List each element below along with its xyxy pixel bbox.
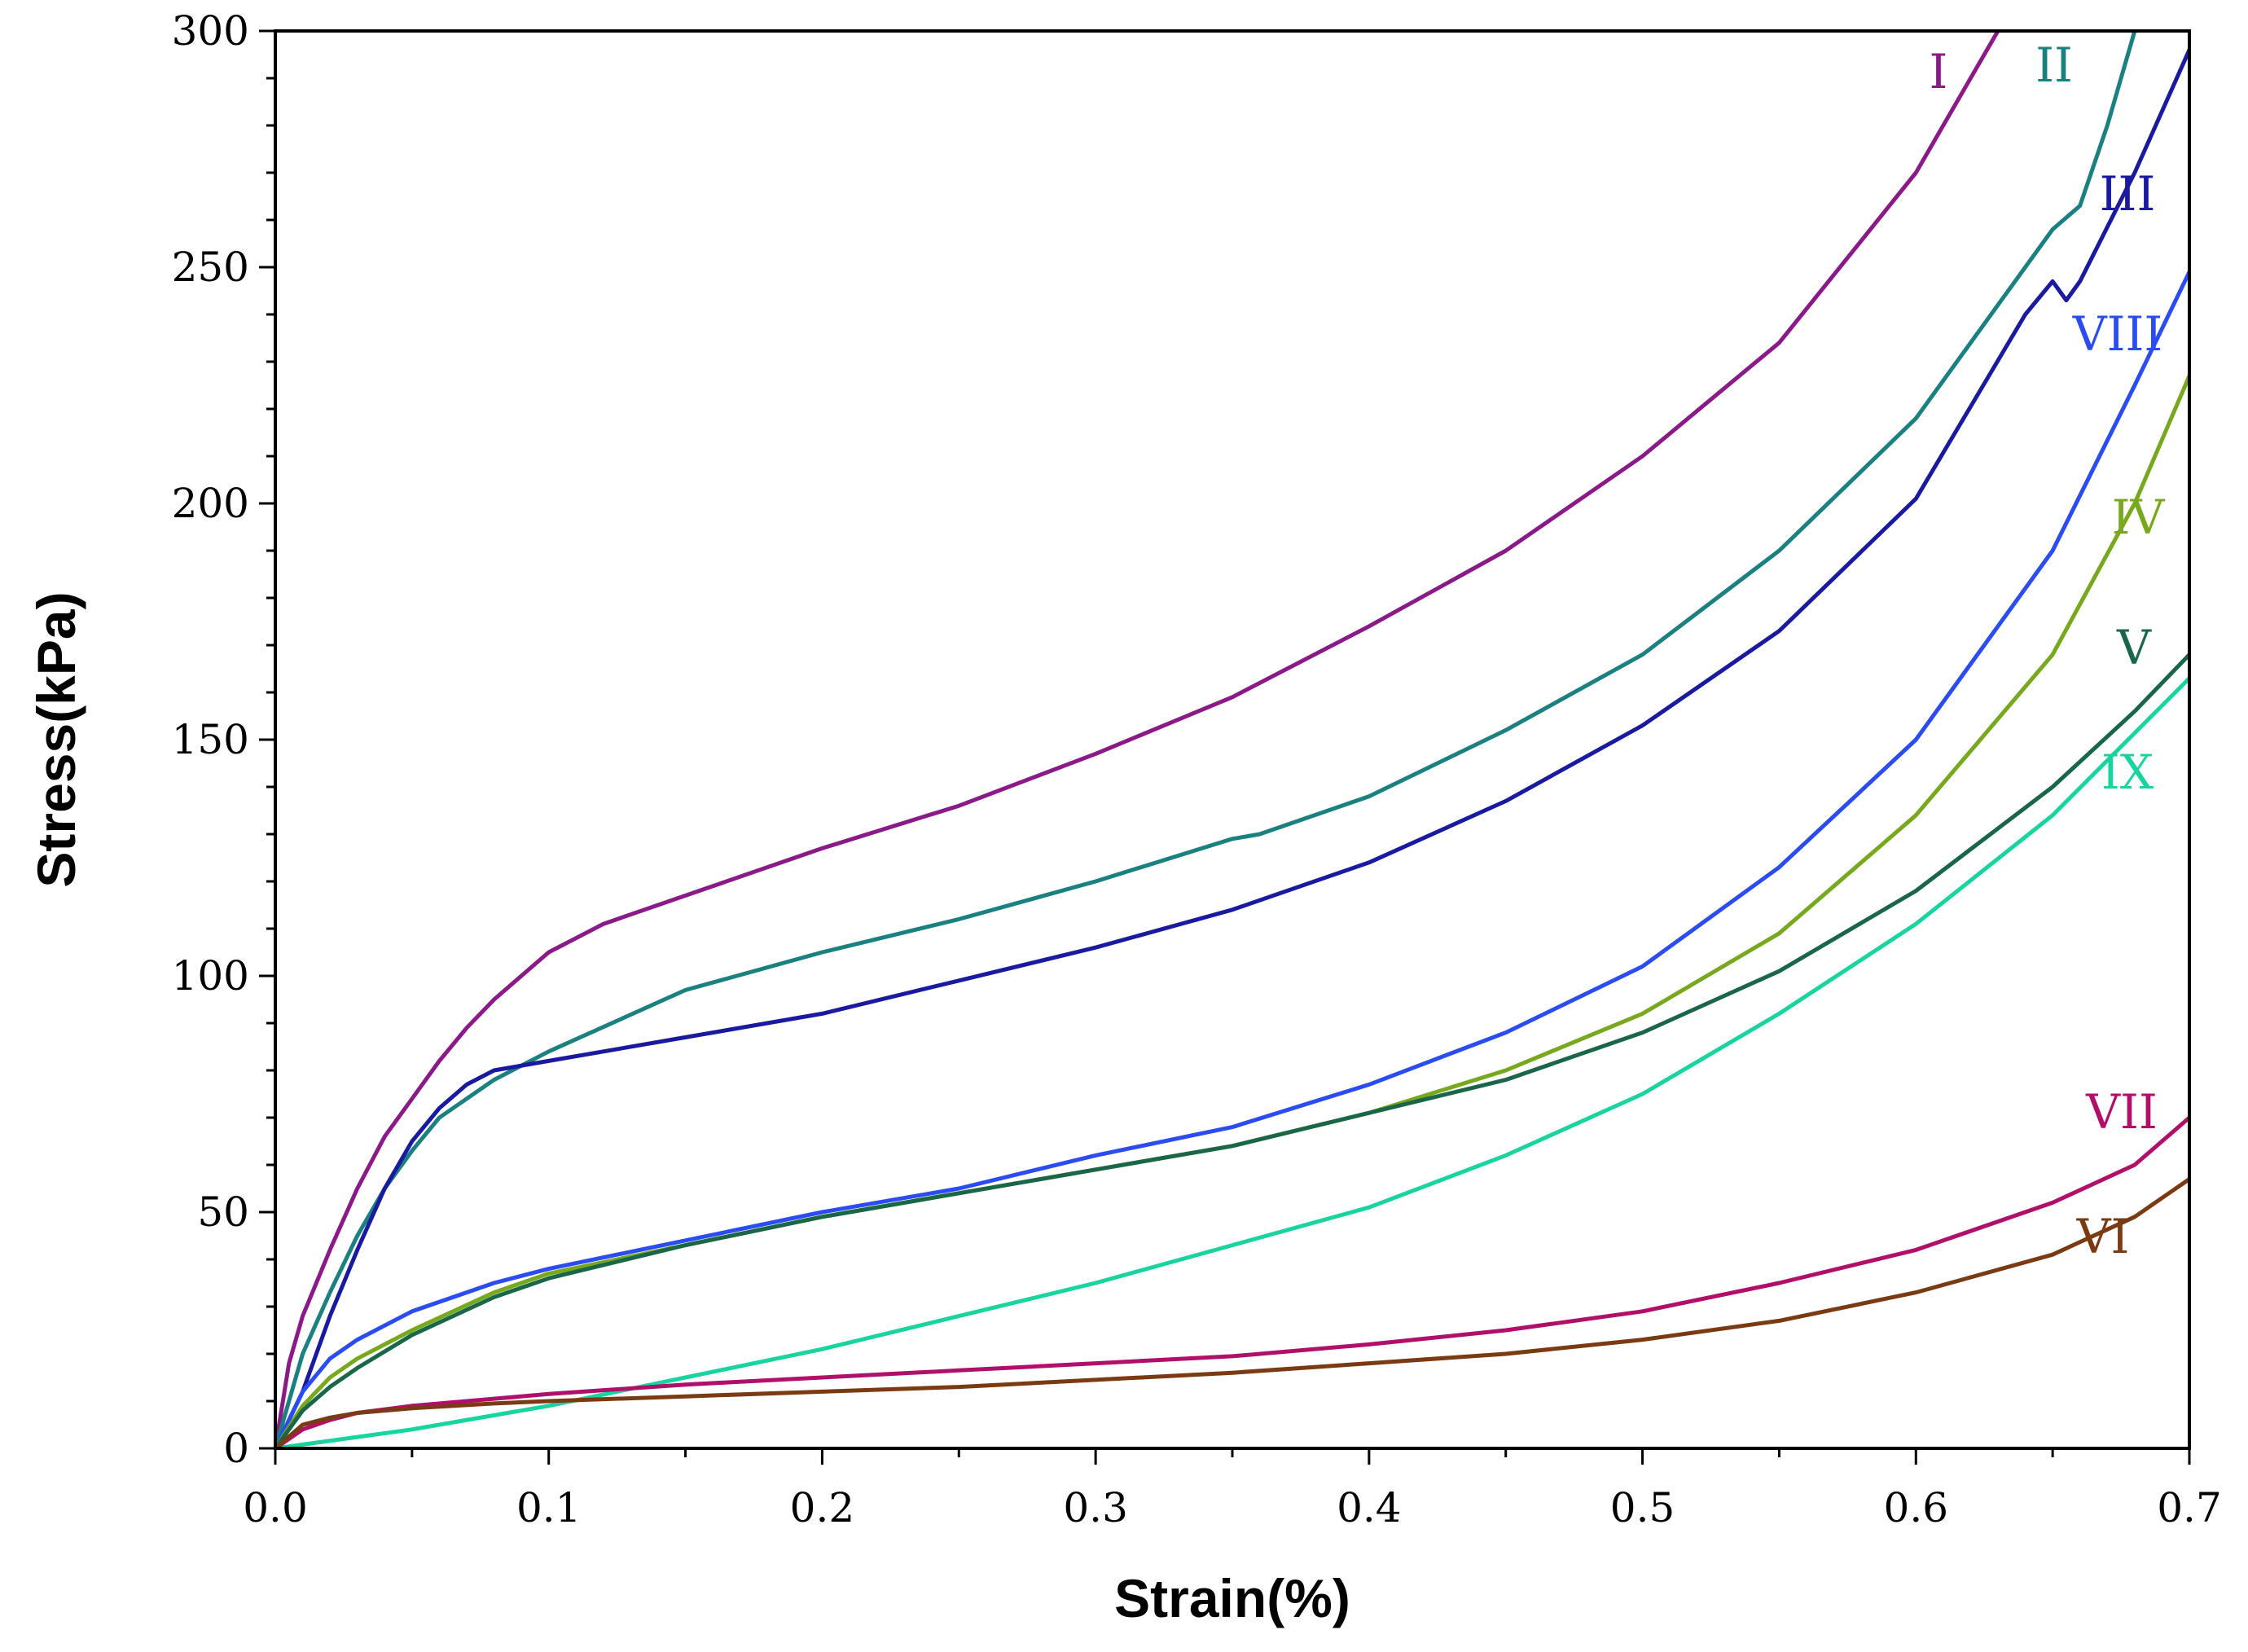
y-tick-label: 100 [172, 952, 249, 1000]
x-tick-label: 0.4 [1337, 1484, 1402, 1531]
y-tick-label: 300 [172, 7, 249, 55]
series-line-v [275, 652, 2189, 1448]
series-label-viii: VIII [2072, 306, 2163, 362]
series-line-ix [275, 676, 2189, 1448]
series-label-vii: VII [2085, 1084, 2158, 1140]
series-layer [275, 31, 2189, 1448]
y-tick-label: 150 [172, 716, 249, 763]
y-tick-label: 0 [223, 1425, 249, 1472]
ticks-layer: 0.0 0.1 0.2 0.3 0.4 0.5 0.6 0.7 0 50 100 150 200 250 3… [172, 7, 2222, 1531]
series-label-i: I [1930, 44, 1948, 99]
series-label-vi: VI [2076, 1209, 2130, 1264]
series-line-viii [275, 270, 2189, 1448]
series-line-iii [275, 47, 2189, 1448]
series-line-vi [275, 1176, 2189, 1448]
series-label-v: V [2116, 620, 2152, 675]
series-line-ii [275, 31, 2137, 1448]
y-tick-label: 200 [172, 480, 249, 527]
y-axis-title: Stress(kPa) [26, 591, 86, 887]
series-line-i [275, 31, 2000, 1448]
x-tick-label: 0.1 [516, 1484, 582, 1531]
x-tick-label: 0.3 [1063, 1484, 1128, 1531]
series-label-ix: IX [2101, 745, 2154, 800]
y-tick-label: 50 [197, 1188, 249, 1236]
series-label-ii: II [2035, 37, 2073, 93]
series-line-iv [275, 373, 2189, 1448]
x-tick-label: 0.2 [790, 1484, 855, 1531]
x-axis-title: Strain(%) [1114, 1568, 1350, 1628]
x-tick-label: 0.7 [2157, 1484, 2222, 1531]
plot-frame [274, 29, 2191, 1450]
x-tick-label: 0.6 [1884, 1484, 1949, 1531]
x-tick-label: 0.5 [1610, 1484, 1675, 1531]
series-label-iii: III [2100, 166, 2156, 222]
x-tick-label: 0.0 [243, 1484, 308, 1531]
y-tick-label: 250 [172, 244, 249, 291]
series-label-iv: IV [2112, 490, 2166, 545]
